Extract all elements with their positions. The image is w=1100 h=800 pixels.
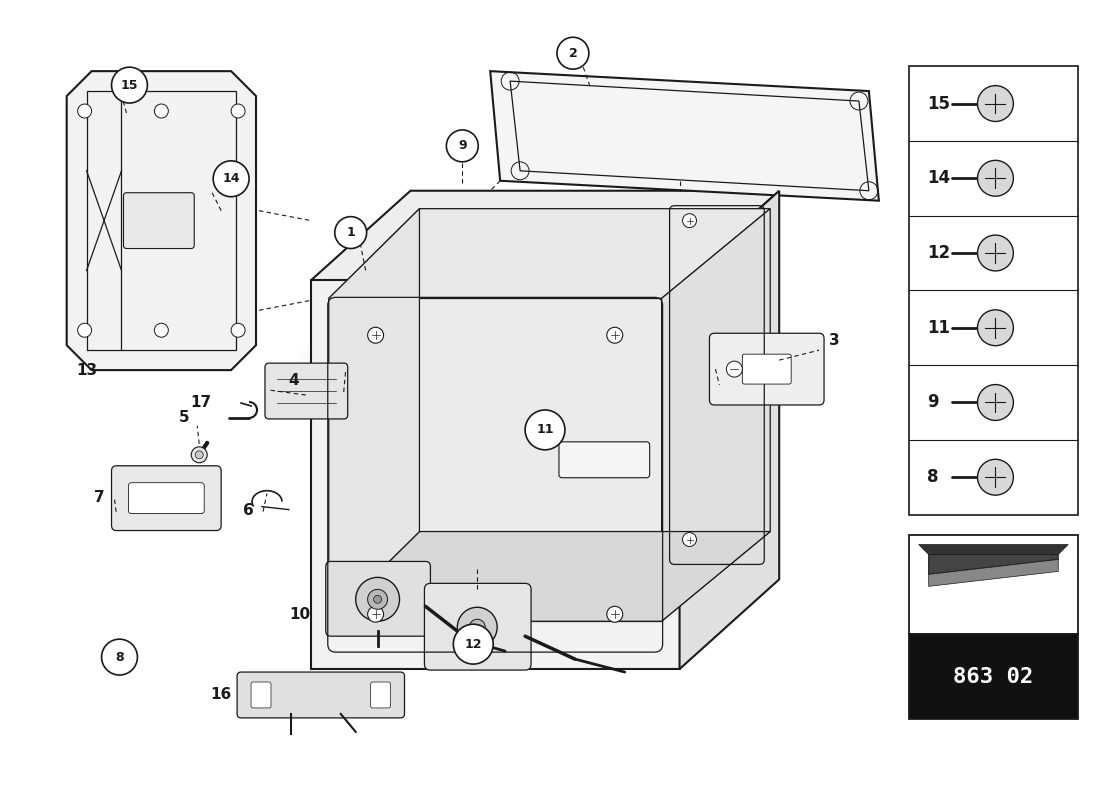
Polygon shape xyxy=(329,209,419,622)
Text: 5: 5 xyxy=(178,410,189,425)
FancyBboxPatch shape xyxy=(265,363,348,419)
Text: 15: 15 xyxy=(926,94,949,113)
Circle shape xyxy=(78,323,91,338)
Text: 10: 10 xyxy=(289,607,311,622)
Bar xyxy=(909,534,1078,634)
Bar xyxy=(909,634,1078,719)
Text: 8: 8 xyxy=(116,650,124,664)
FancyBboxPatch shape xyxy=(371,682,390,708)
Text: 12: 12 xyxy=(464,638,482,650)
Polygon shape xyxy=(67,71,256,370)
Text: 1: 1 xyxy=(346,226,355,239)
Text: 2: 2 xyxy=(569,46,578,60)
Circle shape xyxy=(231,104,245,118)
Text: 16: 16 xyxy=(210,687,231,702)
Polygon shape xyxy=(928,559,1058,586)
Text: a passion for the auto since 1985: a passion for the auto since 1985 xyxy=(310,458,729,482)
Text: 14: 14 xyxy=(926,170,949,187)
Polygon shape xyxy=(311,281,680,669)
Circle shape xyxy=(682,533,696,546)
Circle shape xyxy=(78,104,91,118)
FancyBboxPatch shape xyxy=(326,562,430,636)
Circle shape xyxy=(607,327,623,343)
FancyBboxPatch shape xyxy=(251,682,271,708)
FancyBboxPatch shape xyxy=(742,354,791,384)
Circle shape xyxy=(458,607,497,647)
FancyBboxPatch shape xyxy=(238,672,405,718)
Polygon shape xyxy=(661,209,770,622)
Circle shape xyxy=(154,323,168,338)
Text: 12: 12 xyxy=(926,244,949,262)
Circle shape xyxy=(154,104,168,118)
Circle shape xyxy=(367,327,384,343)
FancyBboxPatch shape xyxy=(123,193,195,249)
Polygon shape xyxy=(329,298,661,622)
Circle shape xyxy=(111,67,147,103)
Text: 3: 3 xyxy=(829,333,839,348)
FancyBboxPatch shape xyxy=(129,482,205,514)
Polygon shape xyxy=(329,209,770,298)
Text: 13: 13 xyxy=(77,363,98,378)
Circle shape xyxy=(367,590,387,610)
Circle shape xyxy=(191,447,207,462)
Circle shape xyxy=(978,459,1013,495)
Circle shape xyxy=(231,323,245,338)
Polygon shape xyxy=(918,545,1068,554)
Text: euro: euro xyxy=(284,306,676,454)
Circle shape xyxy=(978,86,1013,122)
Polygon shape xyxy=(491,71,879,201)
Text: 11: 11 xyxy=(537,423,553,436)
Bar xyxy=(909,66,1078,514)
Polygon shape xyxy=(680,190,779,669)
Circle shape xyxy=(355,578,399,622)
Circle shape xyxy=(101,639,138,675)
Circle shape xyxy=(557,38,588,69)
Text: 14: 14 xyxy=(222,172,240,186)
Polygon shape xyxy=(329,531,770,622)
Text: 9: 9 xyxy=(458,139,466,152)
Circle shape xyxy=(525,410,565,450)
Text: 7: 7 xyxy=(94,490,104,505)
FancyBboxPatch shape xyxy=(710,334,824,405)
Circle shape xyxy=(213,161,249,197)
Polygon shape xyxy=(311,190,779,281)
FancyBboxPatch shape xyxy=(559,442,650,478)
Polygon shape xyxy=(928,554,1058,574)
Circle shape xyxy=(367,606,384,622)
Text: 15: 15 xyxy=(121,78,139,91)
Text: 17: 17 xyxy=(190,395,211,410)
Circle shape xyxy=(726,361,742,377)
Text: 6: 6 xyxy=(243,502,254,518)
Circle shape xyxy=(682,214,696,228)
Circle shape xyxy=(978,385,1013,421)
Text: 4: 4 xyxy=(288,373,299,388)
Circle shape xyxy=(447,130,478,162)
FancyBboxPatch shape xyxy=(425,583,531,670)
Circle shape xyxy=(470,619,485,635)
Circle shape xyxy=(195,451,204,458)
Circle shape xyxy=(978,310,1013,346)
Circle shape xyxy=(374,595,382,603)
Text: 11: 11 xyxy=(926,318,949,337)
Circle shape xyxy=(607,606,623,622)
Circle shape xyxy=(978,235,1013,271)
Circle shape xyxy=(334,217,366,249)
Text: 863 02: 863 02 xyxy=(954,666,1034,686)
Circle shape xyxy=(453,624,493,664)
Text: 8: 8 xyxy=(926,468,938,486)
Circle shape xyxy=(978,160,1013,196)
FancyBboxPatch shape xyxy=(111,466,221,530)
Text: 9: 9 xyxy=(926,394,938,411)
